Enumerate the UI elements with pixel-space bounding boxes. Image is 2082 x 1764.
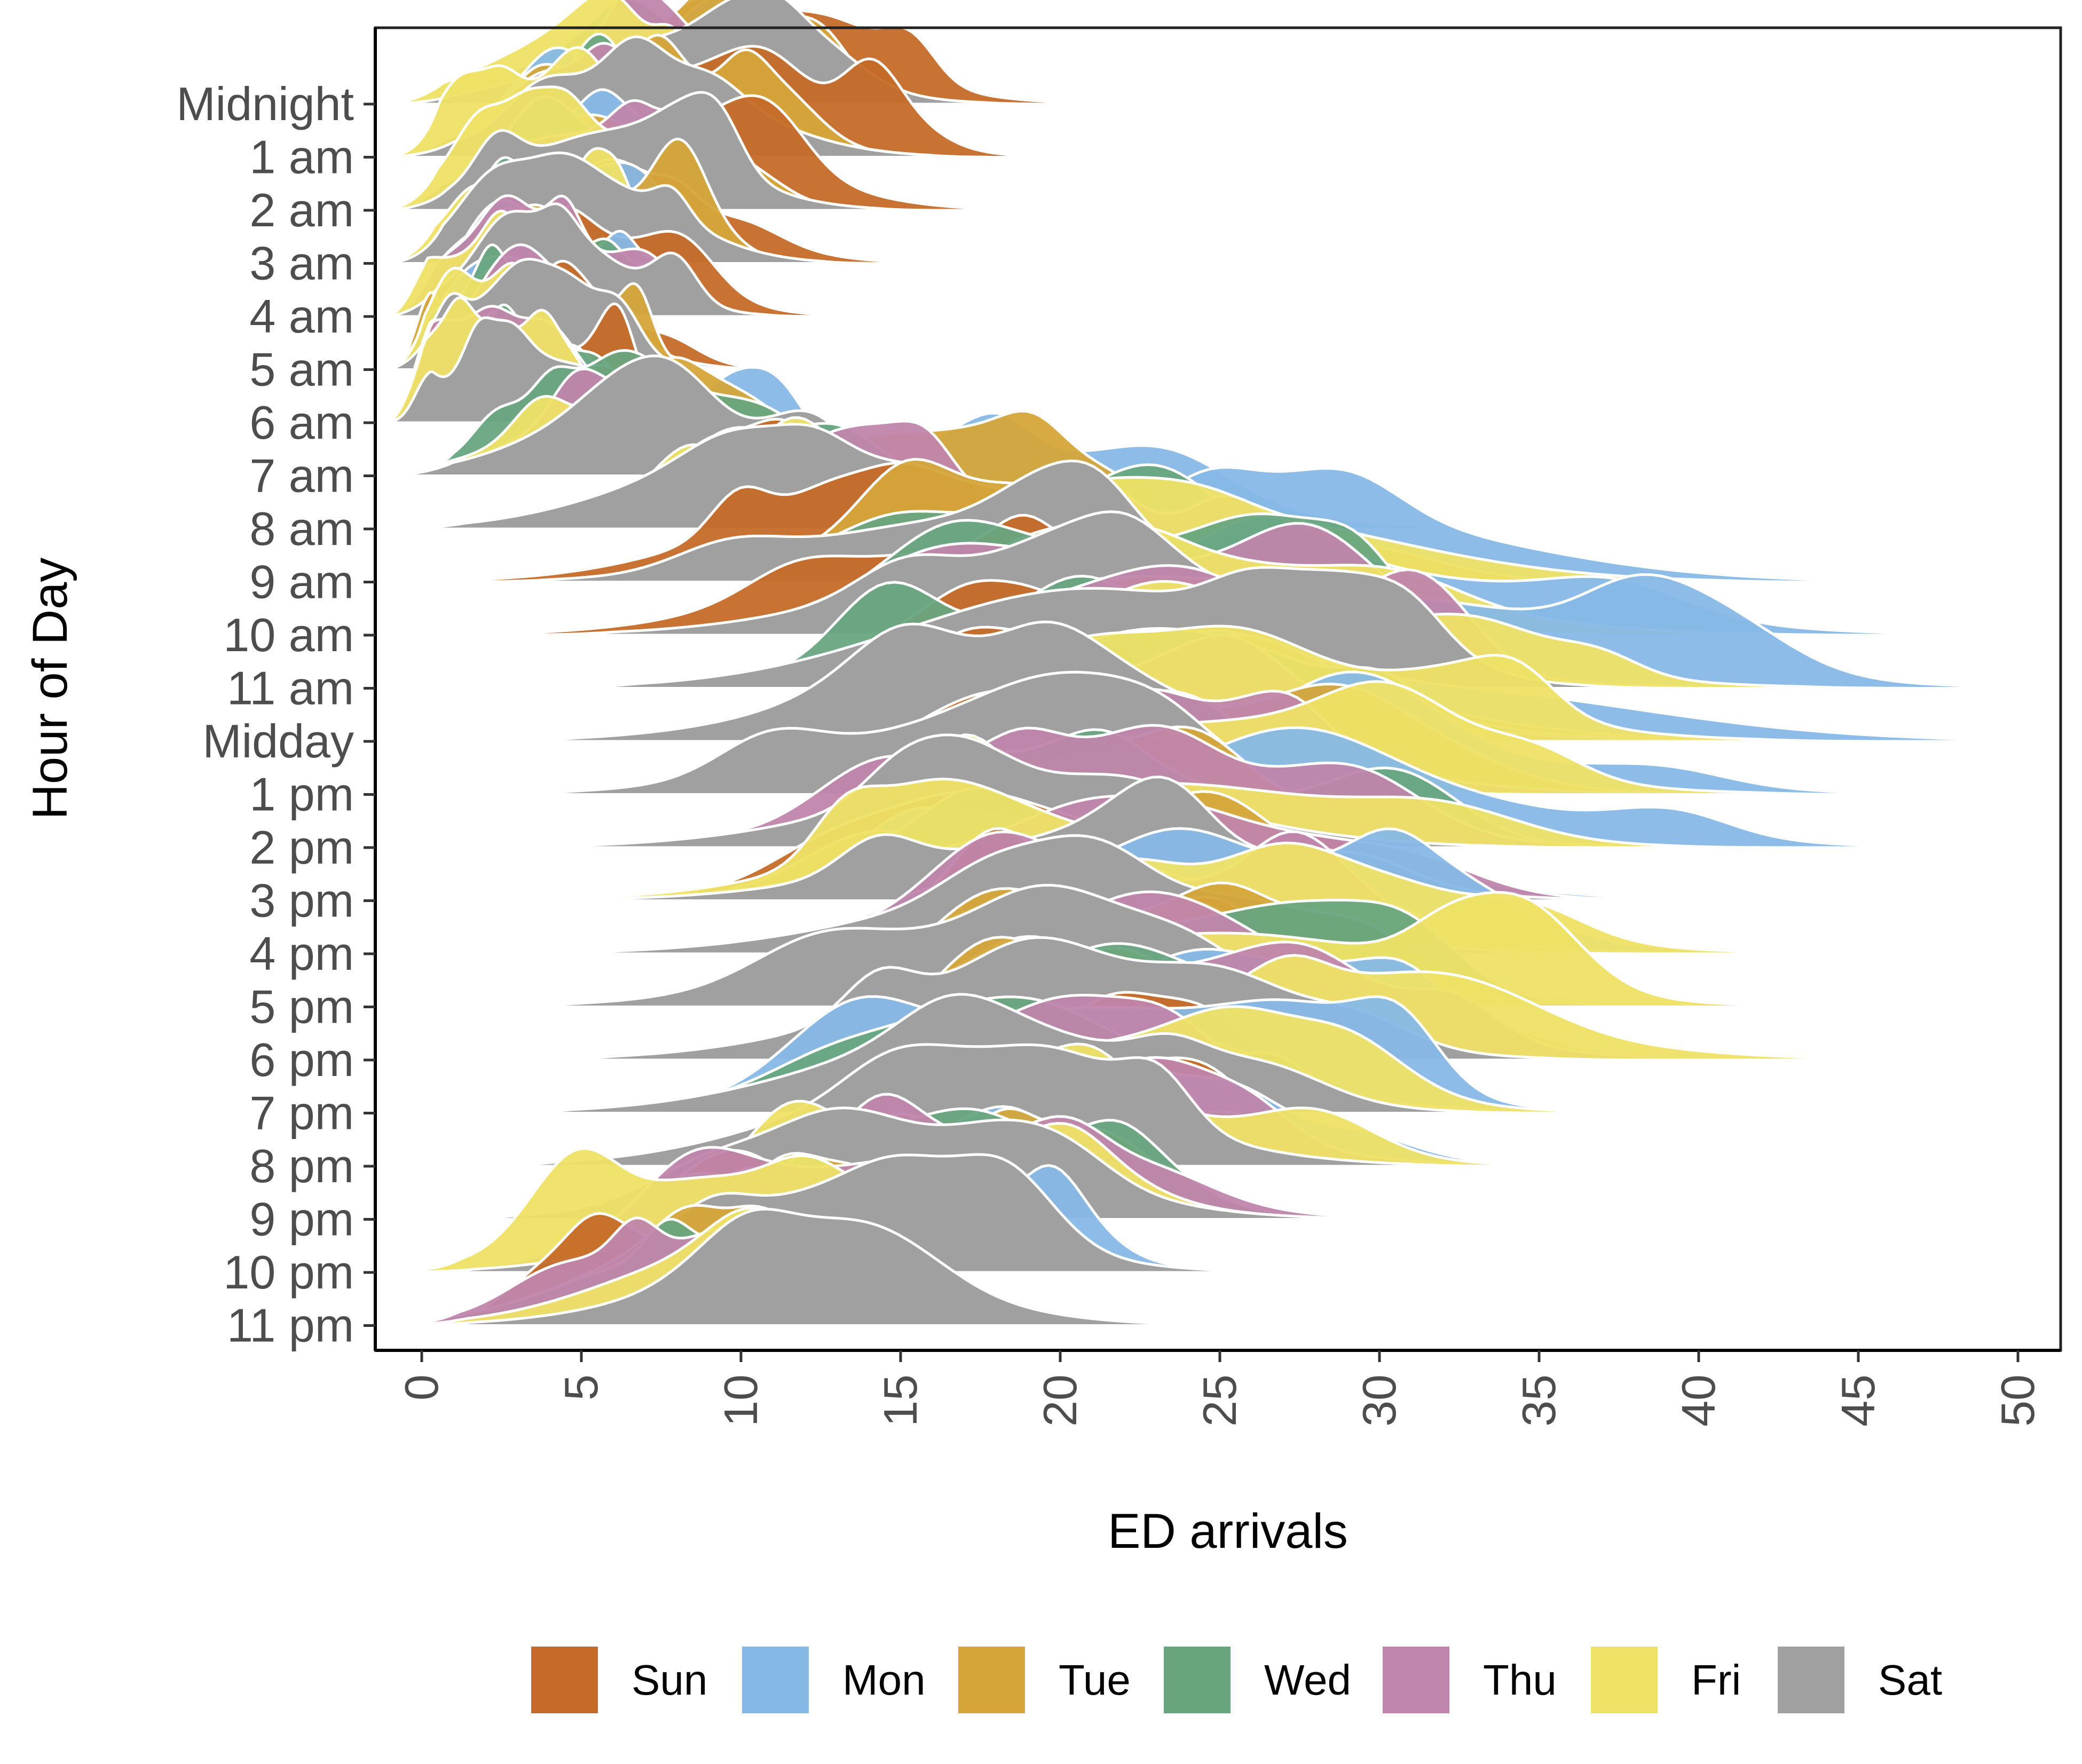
y-tick-label: 1 am xyxy=(249,131,354,184)
y-tick-label: 5 am xyxy=(249,343,354,396)
ridge-sat-11-pm xyxy=(382,1207,1263,1327)
x-tick-label: 20 xyxy=(1034,1374,1086,1427)
x-tick-label: 10 xyxy=(714,1374,767,1427)
y-tick-label: 7 am xyxy=(249,449,354,502)
x-tick-label: 40 xyxy=(1672,1374,1725,1427)
ridge-sat-8-pm xyxy=(453,1043,1509,1168)
legend-label: Thu xyxy=(1483,1656,1557,1704)
x-tick-label: 0 xyxy=(395,1374,448,1401)
x-tick-label: 30 xyxy=(1353,1374,1406,1427)
legend-item-sat: Sat xyxy=(1778,1647,1942,1713)
y-tick-label: 11 pm xyxy=(227,1299,354,1352)
y-tick-label: 10 pm xyxy=(223,1246,354,1299)
legend-key xyxy=(1778,1647,1844,1713)
legend-label: Fri xyxy=(1691,1656,1741,1704)
legend-item-sun: Sun xyxy=(531,1647,707,1713)
y-axis-title: Hour of Day xyxy=(23,558,77,820)
legend-item-fri: Fri xyxy=(1591,1647,1741,1713)
y-tick-label: Midnight xyxy=(176,77,354,130)
legend-key xyxy=(531,1647,598,1713)
legend-key xyxy=(742,1647,809,1713)
legend-label: Wed xyxy=(1264,1656,1351,1704)
y-tick-label: 4 am xyxy=(249,290,354,343)
legend-label: Mon xyxy=(842,1656,926,1704)
x-tick-label: 15 xyxy=(874,1374,927,1427)
y-tick-label: 8 pm xyxy=(249,1140,354,1192)
legend-item-thu: Thu xyxy=(1383,1647,1557,1713)
y-tick-label: 5 pm xyxy=(249,980,354,1033)
y-tick-label: 10 am xyxy=(223,608,354,661)
legend-label: Sat xyxy=(1878,1656,1942,1704)
y-tick-label: 2 pm xyxy=(249,821,354,874)
x-axis: 0 5 10 15 20 25 30 35 40 45 50 xyxy=(375,1349,2061,1427)
legend-label: Tue xyxy=(1059,1656,1131,1704)
x-tick-label: 50 xyxy=(1991,1374,2044,1427)
ridge-layer xyxy=(382,0,2082,1327)
x-tick-label: 45 xyxy=(1832,1374,1884,1427)
x-axis-title: ED arrivals xyxy=(1108,1504,1348,1559)
y-tick-label: 4 pm xyxy=(249,927,354,980)
legend-key xyxy=(1164,1647,1231,1713)
x-tick-label: 35 xyxy=(1512,1374,1565,1427)
x-tick-label: 5 xyxy=(555,1374,608,1401)
ridge-row-11-pm xyxy=(382,1204,1263,1327)
legend-item-wed: Wed xyxy=(1164,1647,1351,1713)
y-tick-label: 6 pm xyxy=(249,1033,354,1086)
y-tick-label: 11 am xyxy=(227,662,354,715)
y-tick-label: 6 am xyxy=(249,396,354,449)
legend-key xyxy=(958,1647,1025,1713)
legend-key xyxy=(1591,1647,1658,1713)
y-tick-label: 8 am xyxy=(249,502,354,555)
y-tick-label: Midday xyxy=(202,715,354,768)
y-tick-label: 9 pm xyxy=(249,1193,354,1246)
y-tick-label: 2 am xyxy=(249,184,354,236)
legend-item-tue: Tue xyxy=(958,1647,1131,1713)
y-tick-label: 3 am xyxy=(249,237,354,290)
x-tick-label: 25 xyxy=(1193,1374,1246,1427)
legend-label: Sun xyxy=(632,1656,707,1704)
y-tick-label: 3 pm xyxy=(249,874,354,927)
legend-item-mon: Mon xyxy=(742,1647,926,1713)
y-tick-label: 1 pm xyxy=(249,768,354,821)
y-tick-label: 9 am xyxy=(249,556,354,608)
legend: Sun Mon Tue Wed Thu Fri Sat xyxy=(531,1647,1942,1713)
legend-key xyxy=(1383,1647,1449,1713)
y-tick-label: 7 pm xyxy=(249,1087,354,1140)
